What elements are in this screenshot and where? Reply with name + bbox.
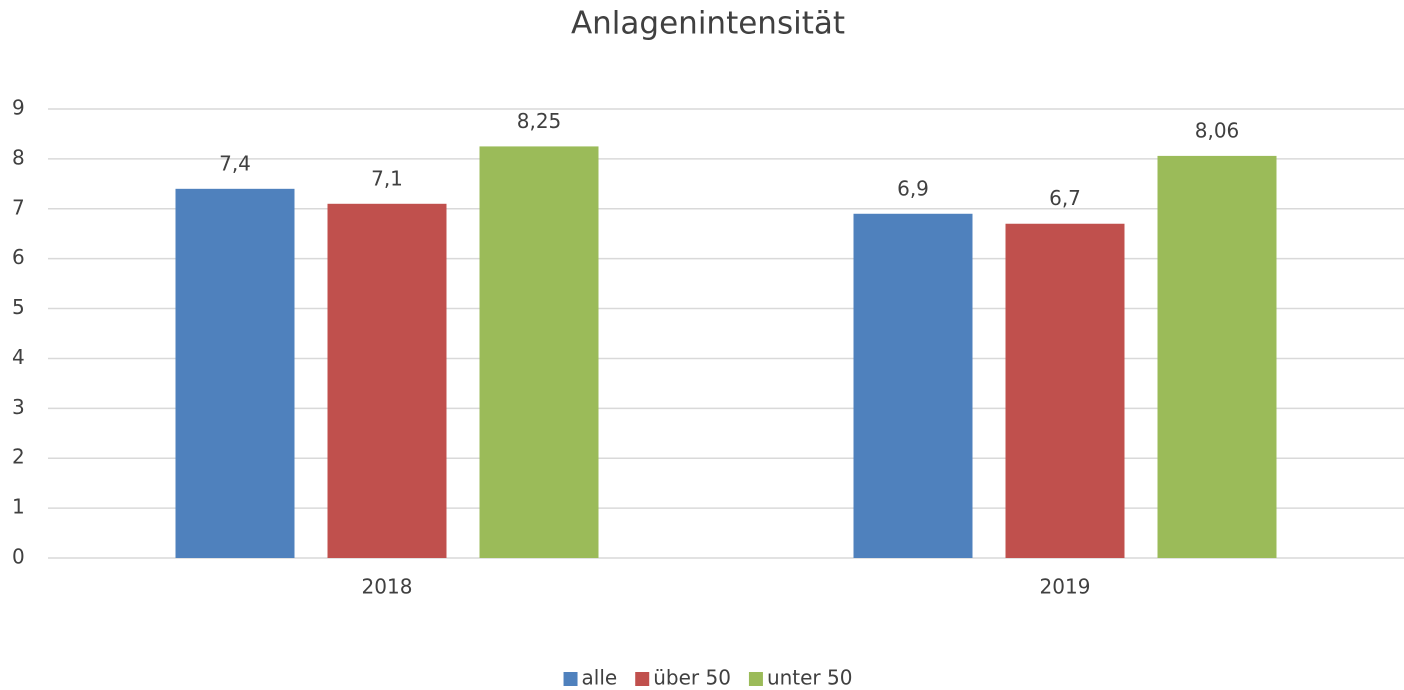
legend-swatch (635, 672, 650, 686)
data-label: 6,7 (1049, 186, 1081, 210)
legend-label: über 50 (653, 666, 731, 690)
y-tick-label: 4 (12, 345, 25, 369)
data-label: 7,1 (371, 166, 403, 190)
x-tick-label: 2018 (362, 575, 413, 599)
bar (1157, 155, 1277, 558)
data-label: 7,4 (219, 151, 251, 175)
y-tick-label: 5 (12, 295, 25, 319)
y-tick-label: 0 (12, 545, 25, 569)
bar (479, 146, 599, 558)
legend-label: alle (582, 666, 618, 690)
legend-item: unter 50 (748, 666, 853, 690)
y-tick-label: 8 (12, 145, 25, 169)
y-tick-label: 1 (12, 495, 25, 519)
y-tick-label: 3 (12, 395, 25, 419)
bar (1005, 223, 1125, 558)
y-tick-label: 9 (12, 96, 25, 120)
y-tick-label: 7 (12, 195, 25, 219)
legend-item: über 50 (635, 666, 731, 690)
bar (853, 213, 973, 558)
legend-item: alle (563, 666, 618, 690)
legend-label: unter 50 (767, 666, 853, 690)
x-tick-label: 2019 (1040, 575, 1091, 599)
bar (175, 188, 295, 559)
data-label: 8,25 (517, 109, 562, 133)
data-label: 6,9 (897, 176, 929, 200)
legend-swatch (563, 672, 578, 686)
chart-title: Anlagenintensität (571, 6, 845, 42)
legend-swatch (748, 672, 763, 686)
bar (327, 203, 447, 559)
data-label: 8,06 (1195, 118, 1240, 142)
y-tick-label: 2 (12, 445, 25, 469)
y-tick-label: 6 (12, 245, 25, 269)
